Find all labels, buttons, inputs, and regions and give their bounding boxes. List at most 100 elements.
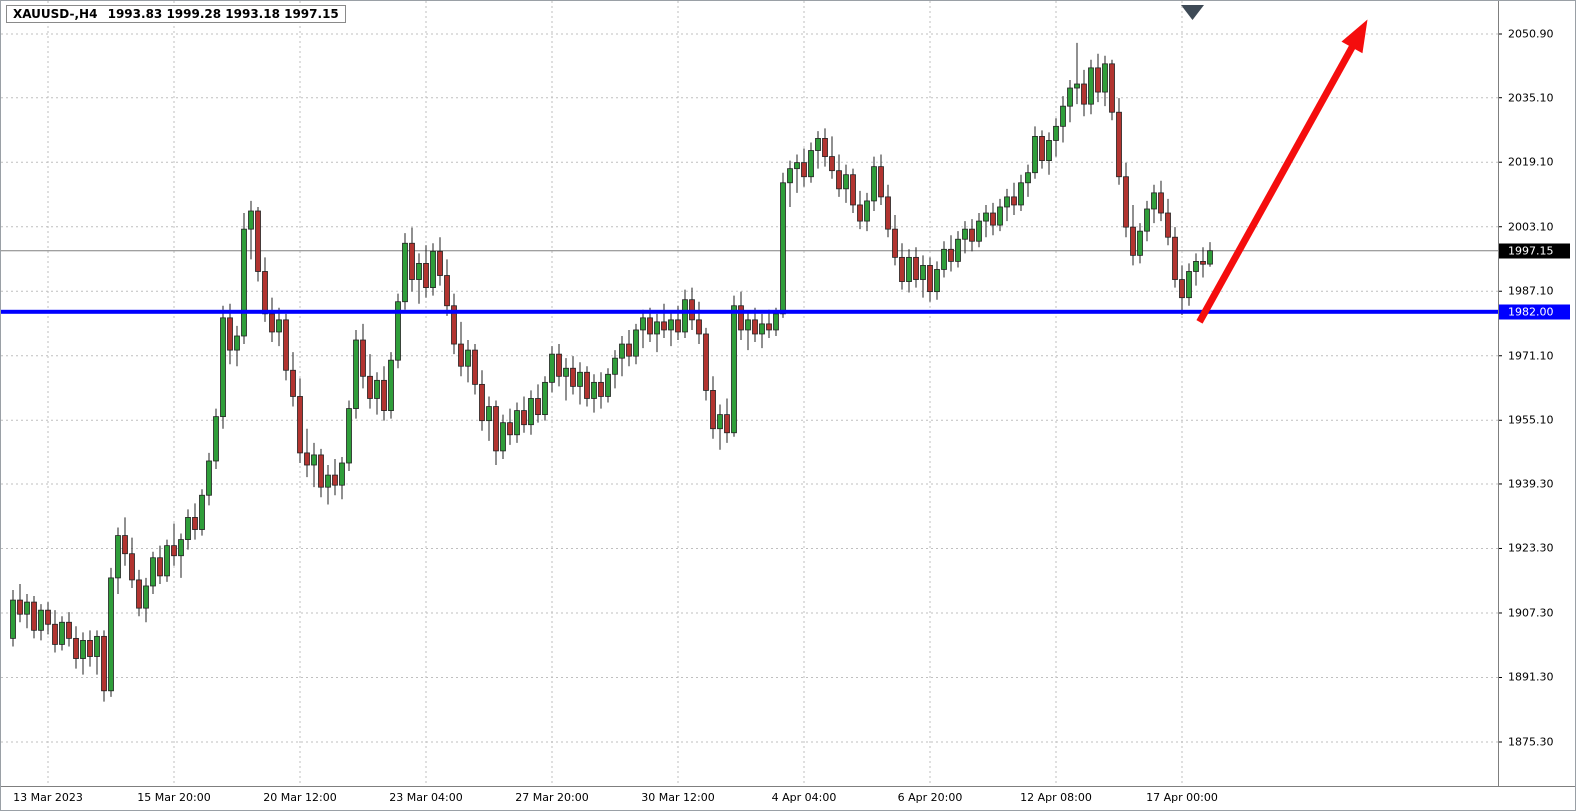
candle xyxy=(1060,105,1066,127)
candle xyxy=(962,228,968,240)
price-axis-label: 1875.30 xyxy=(1508,735,1554,749)
candle xyxy=(955,238,961,262)
candle xyxy=(570,367,576,387)
price-axis-label: 1907.30 xyxy=(1508,606,1554,620)
candle xyxy=(430,250,436,289)
candle xyxy=(178,539,184,557)
candle xyxy=(605,373,611,397)
candle xyxy=(171,545,177,557)
candle xyxy=(423,263,429,289)
candle xyxy=(458,343,464,367)
trend-arrow[interactable] xyxy=(1196,19,1368,324)
candle xyxy=(647,317,653,335)
candle xyxy=(1004,196,1010,208)
candle xyxy=(367,375,373,399)
candle xyxy=(1116,111,1122,178)
candle xyxy=(1109,63,1115,113)
candle xyxy=(395,301,401,361)
candle xyxy=(416,263,422,280)
candle xyxy=(192,517,198,530)
candle xyxy=(1207,250,1213,265)
candle xyxy=(619,343,625,359)
candle xyxy=(24,601,30,615)
candle xyxy=(1186,271,1192,299)
candle xyxy=(486,406,492,422)
candle xyxy=(1137,230,1143,256)
candle xyxy=(136,579,142,609)
candle xyxy=(290,369,296,397)
support-level-line[interactable] xyxy=(1,309,1498,314)
candle xyxy=(822,138,828,157)
time-axis-label: 20 Mar 12:00 xyxy=(263,791,337,804)
candle xyxy=(1165,212,1171,238)
candle xyxy=(843,174,849,190)
candle xyxy=(759,323,765,335)
candle xyxy=(878,166,884,198)
candle xyxy=(185,517,191,541)
level-price-badge: 1982.00 xyxy=(1499,304,1570,320)
candle xyxy=(703,333,709,391)
candle xyxy=(857,204,863,222)
candle xyxy=(1095,67,1101,93)
candle xyxy=(745,319,751,331)
candle xyxy=(360,339,366,377)
candle xyxy=(906,256,912,282)
candle xyxy=(948,248,954,262)
candle xyxy=(1088,67,1094,105)
candle xyxy=(206,460,212,496)
candle xyxy=(73,637,79,659)
candlestick-series xyxy=(10,42,1213,702)
candle xyxy=(122,535,128,555)
ohlc-values-label: 1993.83 1999.28 1993.18 1997.15 xyxy=(107,7,339,21)
time-axis[interactable]: 13 Mar 2023 15 Mar 20:00 20 Mar 12:00 23 Ma… xyxy=(1,786,1575,810)
candle xyxy=(752,319,758,335)
time-axis-label: 27 Mar 20:00 xyxy=(515,791,589,804)
price-axis-label: 1939.30 xyxy=(1508,477,1554,491)
candle xyxy=(479,383,485,422)
candle xyxy=(682,299,688,333)
candle xyxy=(318,454,324,488)
candle xyxy=(66,621,72,639)
candle xyxy=(80,639,86,659)
candle xyxy=(500,422,506,452)
candle xyxy=(94,635,100,657)
candle xyxy=(311,454,317,466)
candle xyxy=(353,339,359,409)
candle xyxy=(934,269,940,293)
candle xyxy=(38,609,44,631)
price-axis[interactable]: 2050.90 2035.10 2019.10 2003.10 1987.10 1971.… xyxy=(1498,1,1575,786)
candle xyxy=(710,390,716,430)
candle xyxy=(388,359,394,411)
scroll-marker-icon[interactable] xyxy=(1181,5,1204,20)
candle xyxy=(780,182,786,315)
candle xyxy=(913,256,919,280)
time-axis-label: 15 Mar 20:00 xyxy=(137,791,211,804)
grid xyxy=(1,1,1502,790)
candle xyxy=(1200,260,1206,265)
candle xyxy=(731,305,737,434)
candle xyxy=(773,313,779,331)
candle xyxy=(899,256,905,282)
time-axis-label: 4 Apr 04:00 xyxy=(771,791,837,804)
candle xyxy=(836,170,842,190)
candle xyxy=(829,156,835,172)
candle xyxy=(444,275,450,307)
candle xyxy=(150,557,156,587)
candle xyxy=(269,313,275,333)
candle xyxy=(1172,236,1178,280)
candle xyxy=(528,398,534,426)
candle xyxy=(675,319,681,333)
candle xyxy=(976,220,982,242)
price-axis-label: 2035.10 xyxy=(1508,91,1554,105)
candle xyxy=(927,265,933,293)
candle xyxy=(969,228,975,242)
candle xyxy=(17,599,23,615)
candle xyxy=(612,357,618,375)
candle xyxy=(549,353,555,383)
price-axis-label: 1955.10 xyxy=(1508,413,1554,427)
time-axis-label: 23 Mar 04:00 xyxy=(389,791,463,804)
candle xyxy=(1067,87,1073,107)
candle xyxy=(59,621,65,645)
candle xyxy=(143,585,149,609)
